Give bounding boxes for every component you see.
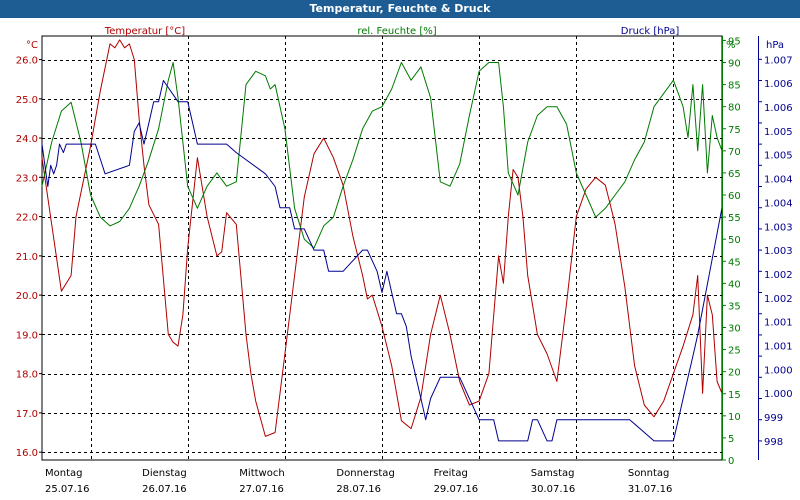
press-tick-label: 1.000 bbox=[764, 389, 793, 400]
temp-tick-label: 20.0 bbox=[16, 291, 38, 302]
temp-tick-label: 26.0 bbox=[16, 56, 38, 67]
temp-tick-label: 25.0 bbox=[16, 95, 38, 106]
hum-tick-label: 95 bbox=[728, 36, 741, 47]
hum-tick-label: 5 bbox=[728, 434, 734, 445]
hum-tick-label: 75 bbox=[728, 125, 741, 136]
series-name-press: Druck [hPa] bbox=[621, 26, 680, 37]
hum-tick-label: 20 bbox=[728, 368, 741, 379]
date-label: 28.07.16 bbox=[336, 484, 381, 495]
day-label: Montag bbox=[45, 468, 82, 479]
date-label: 27.07.16 bbox=[239, 484, 284, 495]
press-tick-label: 1.007 bbox=[764, 55, 793, 66]
press-tick-label: 999 bbox=[764, 413, 783, 424]
press-tick-label: 1.000 bbox=[764, 365, 793, 376]
window-title: Temperatur, Feuchte & Druck bbox=[0, 0, 800, 18]
series-line-temp bbox=[41, 39, 723, 437]
hum-unit-label: % bbox=[726, 40, 736, 51]
date-label: 25.07.16 bbox=[45, 484, 90, 495]
press-tick-label: 1.003 bbox=[764, 246, 793, 257]
hum-tick-label: 85 bbox=[728, 81, 741, 92]
hum-tick-label: 25 bbox=[728, 346, 741, 357]
hum-tick-label: 80 bbox=[728, 103, 741, 114]
temp-tick-label: 22.0 bbox=[16, 213, 38, 224]
hum-tick-label: 60 bbox=[728, 191, 741, 202]
series-name-temp: Temperatur [°C] bbox=[104, 26, 185, 37]
press-tick-label: 1.004 bbox=[764, 198, 793, 209]
hum-tick-label: 40 bbox=[728, 279, 741, 290]
hum-tick-label: 65 bbox=[728, 169, 741, 180]
temp-tick-label: 16.0 bbox=[16, 448, 38, 459]
press-tick-label: 1.004 bbox=[764, 175, 793, 186]
temp-tick-label: 23.0 bbox=[16, 173, 38, 184]
press-tick-label: 1.005 bbox=[764, 127, 793, 138]
press-tick-label: 1.001 bbox=[764, 318, 793, 329]
date-label: 26.07.16 bbox=[142, 484, 187, 495]
temp-tick-label: 19.0 bbox=[16, 330, 38, 341]
day-label: Mittwoch bbox=[239, 468, 284, 479]
press-tick-label: 1.002 bbox=[764, 270, 793, 281]
chart-area: °C 16.0 17.0 18.0 19.0 20.0 21.0 22.0 23.0 24.0 25… bbox=[16, 26, 793, 495]
series-line-press bbox=[41, 80, 723, 442]
hum-tick-label: 50 bbox=[728, 235, 741, 246]
temp-tick-label: 21.0 bbox=[16, 252, 38, 263]
day-label: Sonntag bbox=[628, 468, 670, 479]
press-tick-label: 1.001 bbox=[764, 342, 793, 353]
hum-tick-label: 70 bbox=[728, 147, 741, 158]
temp-tick-label: 18.0 bbox=[16, 370, 38, 381]
series-name-hum: rel. Feuchte [%] bbox=[357, 26, 436, 37]
press-tick-label: 998 bbox=[764, 437, 783, 448]
temp-tick-label: 17.0 bbox=[16, 409, 38, 420]
day-label: Dienstag bbox=[142, 468, 187, 479]
day-label: Samstag bbox=[531, 468, 575, 479]
hum-tick-label: 45 bbox=[728, 257, 741, 268]
date-label: 30.07.16 bbox=[531, 484, 576, 495]
temp-unit-label: °C bbox=[26, 40, 38, 51]
hum-tick-label: 90 bbox=[728, 59, 741, 70]
hum-tick-label: 30 bbox=[728, 324, 741, 335]
temp-tick-label: 24.0 bbox=[16, 134, 38, 145]
hum-tick-label: 10 bbox=[728, 412, 741, 423]
hum-tick-label: 15 bbox=[728, 390, 741, 401]
hum-tick-label: 0 bbox=[728, 456, 734, 467]
press-tick-label: 1.005 bbox=[764, 151, 793, 162]
date-label: 31.07.16 bbox=[628, 484, 673, 495]
series-line-hum bbox=[41, 62, 723, 249]
day-label: Donnerstag bbox=[336, 468, 394, 479]
press-unit-label: hPa bbox=[766, 40, 784, 51]
day-label: Freitag bbox=[434, 468, 468, 479]
hum-tick-label: 35 bbox=[728, 301, 741, 312]
date-label: 29.07.16 bbox=[434, 484, 479, 495]
press-tick-label: 1.002 bbox=[764, 294, 793, 305]
hum-tick-label: 55 bbox=[728, 213, 741, 224]
press-tick-label: 1.006 bbox=[764, 79, 793, 90]
press-tick-label: 1.003 bbox=[764, 222, 793, 233]
press-tick-label: 1.006 bbox=[764, 103, 793, 114]
